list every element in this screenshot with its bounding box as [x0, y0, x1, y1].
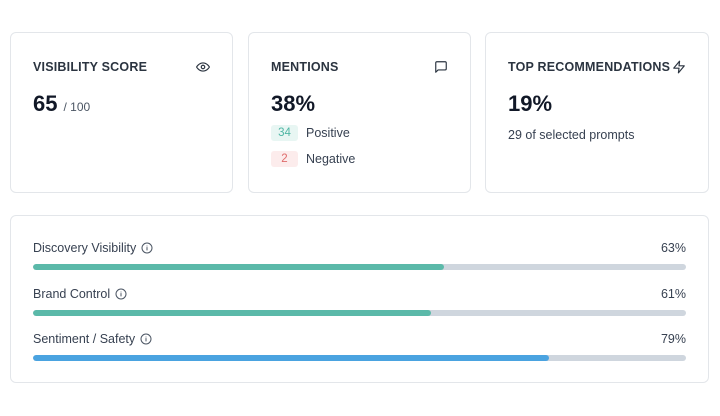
metric-label: Sentiment / Safety: [33, 332, 136, 346]
metric-label: Brand Control: [33, 287, 111, 301]
info-icon[interactable]: [141, 242, 153, 254]
visibility-card-header: VISIBILITY SCORE: [33, 60, 210, 74]
negative-mentions-row: 2 Negative: [271, 151, 355, 167]
metric-label-wrap: Discovery Visibility: [33, 241, 153, 255]
visibility-score-value: 65 / 100: [33, 91, 90, 117]
visibility-score-card: VISIBILITY SCORE 65 / 100: [10, 32, 233, 193]
positive-label: Positive: [306, 126, 350, 140]
info-icon[interactable]: [115, 288, 127, 300]
progress-fill: [33, 310, 432, 316]
progress-fill: [33, 264, 445, 270]
progress-track: [33, 355, 686, 361]
eye-icon: [196, 60, 210, 74]
mentions-card: MENTIONS 38% 34 Positive 2 Negative: [248, 32, 471, 193]
recommendations-card-header: TOP RECOMMENDATIONS: [508, 60, 686, 74]
visibility-score-number: 65: [33, 91, 58, 116]
progress-fill: [33, 355, 549, 361]
metric-sentiment-safety: Sentiment / Safety 79%: [33, 331, 686, 361]
mentions-card-header: MENTIONS: [271, 60, 448, 74]
positive-mentions-row: 34 Positive: [271, 125, 350, 141]
recommendations-value: 19%: [508, 91, 553, 116]
progress-track: [33, 310, 686, 316]
info-icon[interactable]: [140, 333, 152, 345]
lightning-icon: [672, 60, 686, 74]
metric-value: 61%: [660, 287, 686, 301]
mentions-value: 38%: [271, 91, 316, 116]
recommendations-subtext: 29 of selected prompts: [508, 128, 635, 142]
recommendations-card-title: TOP RECOMMENDATIONS: [508, 60, 671, 74]
progress-track: [33, 264, 686, 270]
message-square-icon: [434, 60, 448, 74]
metrics-card: Discovery Visibility 63% Brand Control: [10, 215, 709, 383]
metric-label-wrap: Sentiment / Safety: [33, 332, 152, 346]
metric-discovery-visibility: Discovery Visibility 63%: [33, 240, 686, 270]
top-recommendations-card: TOP RECOMMENDATIONS 19% 29 of selected p…: [485, 32, 709, 193]
negative-count-badge: 2: [271, 151, 298, 167]
metric-brand-control: Brand Control 61%: [33, 286, 686, 316]
negative-label: Negative: [306, 152, 356, 166]
positive-count-badge: 34: [271, 125, 298, 141]
mentions-card-title: MENTIONS: [271, 60, 339, 74]
visibility-score-max: / 100: [63, 100, 91, 114]
metric-value: 79%: [660, 332, 686, 346]
metric-label: Discovery Visibility: [33, 241, 137, 255]
visibility-card-title: VISIBILITY SCORE: [33, 60, 148, 74]
metric-label-wrap: Brand Control: [33, 287, 127, 301]
metric-value: 63%: [660, 241, 686, 255]
